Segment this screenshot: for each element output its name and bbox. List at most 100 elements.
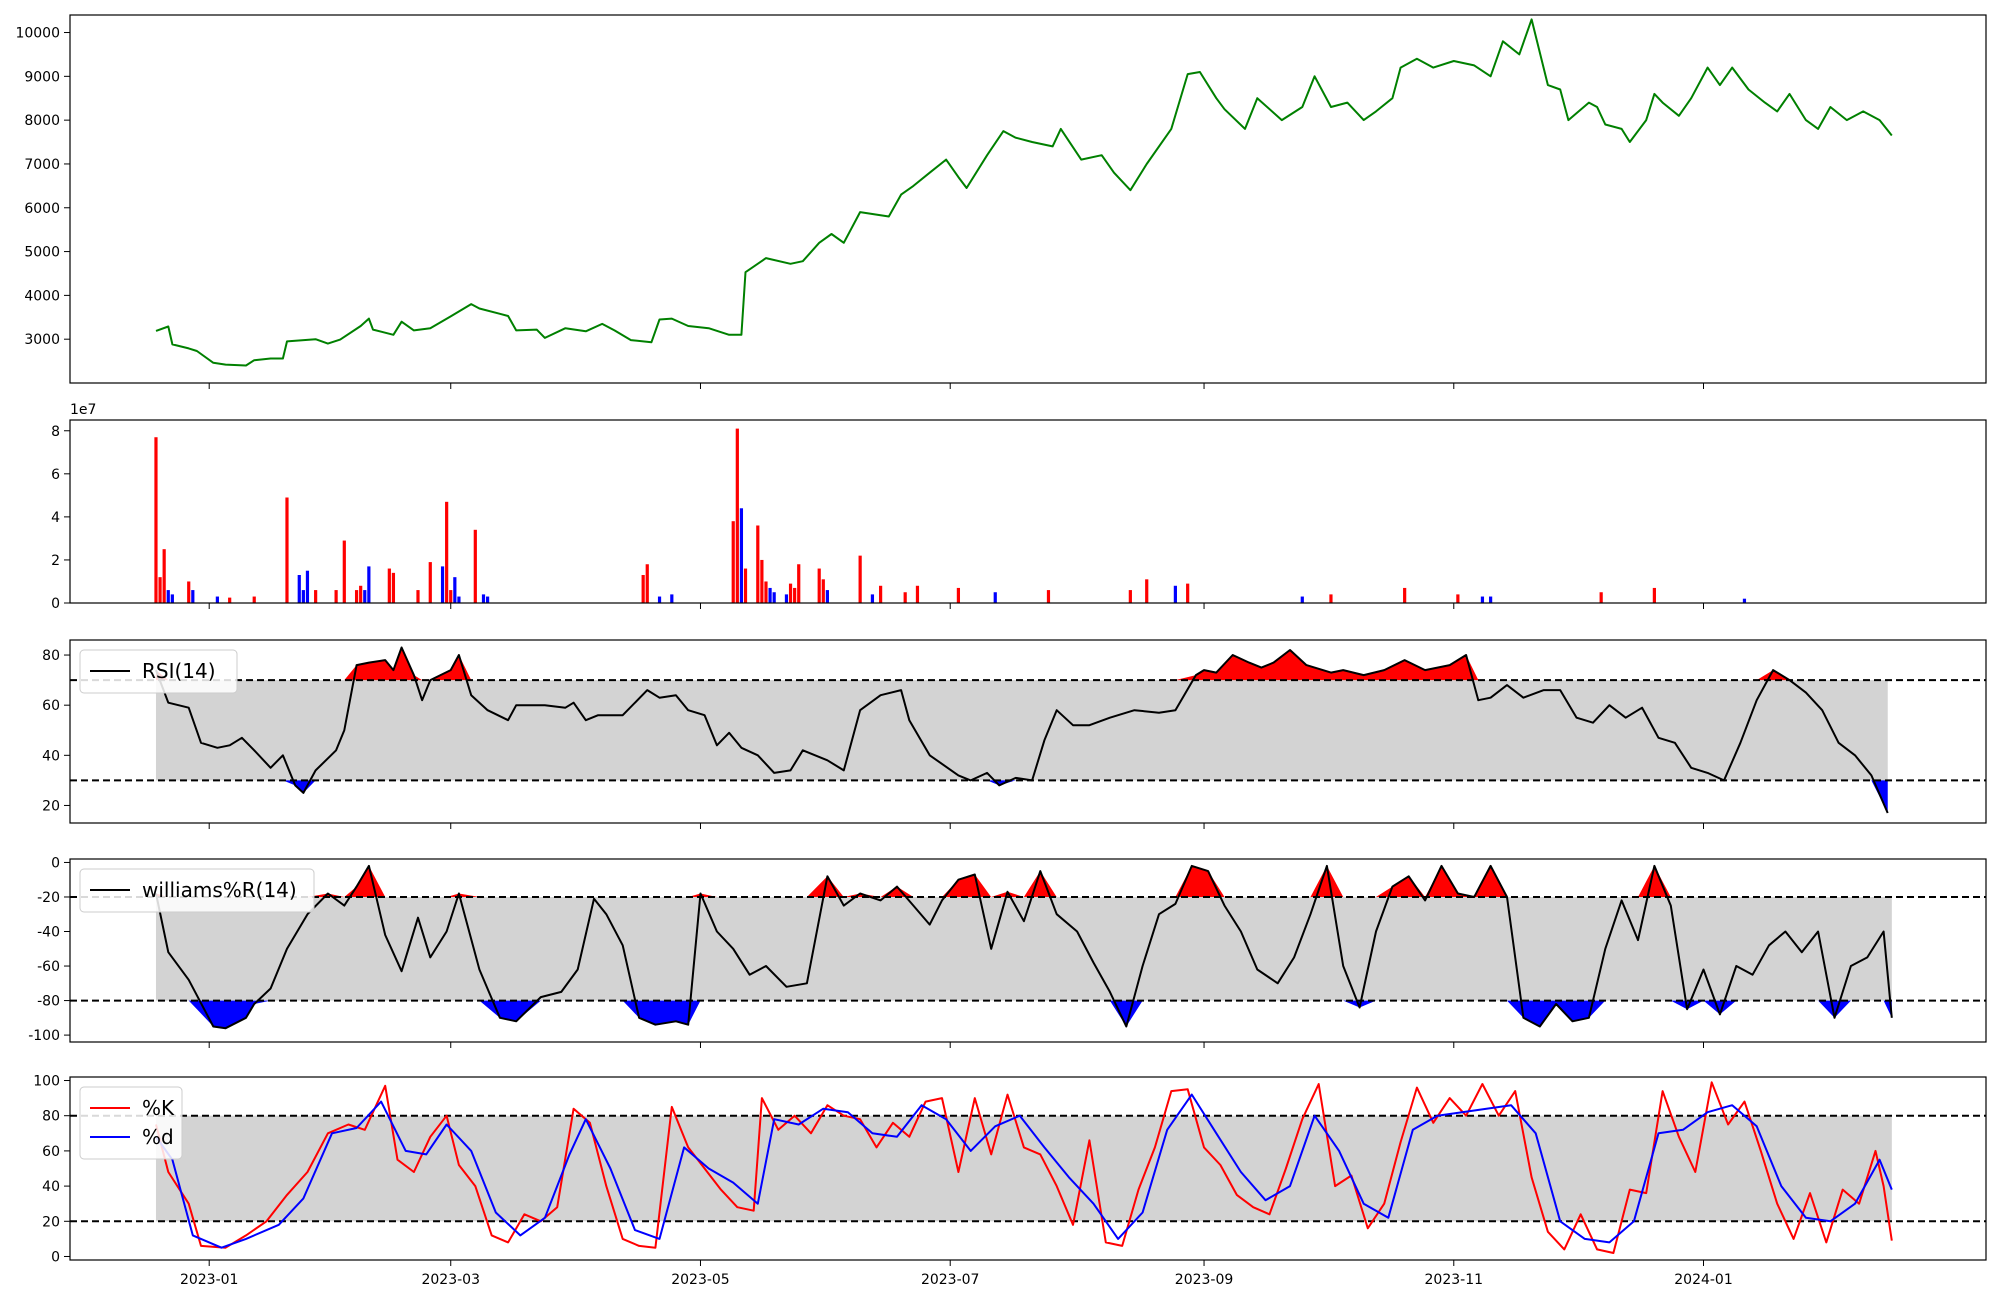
stochastic-line-k — [155, 1081, 1893, 1254]
volume-bar — [1046, 590, 1051, 603]
volume-bar — [440, 566, 445, 603]
volume-bar — [657, 596, 662, 603]
xtick-label: 2023-11 — [1425, 1272, 1484, 1288]
xtick-label: 2023-05 — [671, 1272, 730, 1288]
price-panel: 3000 4000 5000 6000 7000 8000 9000 10000 — [15, 14, 1987, 389]
rsi-ytick-label: 80 — [42, 648, 60, 664]
stochastic-axes-frame — [69, 1076, 1987, 1261]
volume-bar — [1403, 587, 1407, 603]
volume-bar — [764, 581, 768, 603]
volume-ytick-label: 6 — [51, 467, 60, 483]
stochastic-line-d — [155, 1093, 1893, 1249]
volume-ytick-label: 8 — [51, 424, 60, 440]
volume-offset-label: 1e7 — [70, 402, 96, 418]
volume-bar — [645, 564, 649, 603]
stochastic-ytick-label: 60 — [42, 1144, 60, 1160]
rsi-band — [155, 680, 1888, 781]
volume-bar — [363, 590, 367, 603]
volume-bar — [735, 428, 739, 603]
price-ytick-label: 10000 — [15, 26, 60, 42]
volume-bar — [485, 596, 490, 603]
volume-bar — [158, 577, 162, 603]
williams-ytick-label: -20 — [37, 890, 60, 906]
volume-bar — [162, 549, 166, 603]
volume-bar — [793, 587, 797, 603]
volume-bar — [166, 590, 170, 603]
volume-bar — [743, 568, 748, 603]
volume-bar — [354, 590, 359, 603]
volume-axes-frame — [69, 419, 1987, 604]
volume-panel: 0 2 4 6 8 1e7 — [51, 402, 1987, 612]
volume-bar — [670, 594, 674, 603]
price-axes-frame — [69, 14, 1987, 384]
volume-bar — [481, 594, 486, 603]
volume-bar — [858, 555, 862, 603]
williams-ytick-label: -60 — [37, 959, 60, 975]
volume-bar — [993, 592, 997, 603]
volume-bar — [457, 596, 461, 603]
xtick-label: 2023-09 — [1175, 1272, 1234, 1288]
volume-bar — [739, 508, 744, 603]
williams-legend — [79, 868, 315, 913]
volume-bar — [367, 566, 371, 603]
volume-bar — [453, 577, 457, 603]
stochastic-legend-label: %K — [142, 1096, 175, 1120]
volume-bar — [1173, 585, 1177, 603]
volume-bar — [252, 596, 256, 603]
price-ytick-label: 4000 — [24, 288, 60, 304]
volume-bar — [342, 540, 346, 603]
volume-bar — [1489, 596, 1493, 603]
stochastic-ytick-label: 0 — [51, 1249, 60, 1265]
williams-ytick-label: -100 — [28, 1028, 60, 1044]
volume-bar — [772, 592, 776, 603]
volume-bar — [473, 529, 477, 603]
williams-ytick-label: 0 — [51, 855, 60, 871]
rsi-ytick-label: 40 — [42, 748, 60, 764]
volume-bar — [1300, 596, 1304, 603]
rsi-ytick-label: 60 — [42, 698, 60, 714]
stochastic-ytick-label: 40 — [42, 1179, 60, 1195]
stochastic-legend — [79, 1086, 183, 1160]
volume-bar — [1145, 579, 1149, 603]
price-ytick-label: 6000 — [24, 201, 60, 217]
volume-bar — [1599, 592, 1603, 603]
volume-bar — [334, 590, 338, 603]
volume-bar — [870, 594, 875, 603]
volume-bar — [821, 579, 825, 603]
volume-bar — [760, 559, 764, 603]
williams-ytick-label: -40 — [37, 925, 60, 941]
price-ytick-label: 9000 — [24, 69, 60, 85]
stochastic-panel: 0 20 40 60 80 100 2023-01 2023-03 2023-05 2023-07… — [33, 1074, 1987, 1288]
williams-fill-below — [155, 1000, 1892, 1029]
volume-bar — [228, 597, 232, 603]
volume-bar — [784, 594, 789, 603]
volume-bar — [768, 587, 772, 603]
volume-bar — [285, 497, 289, 603]
volume-bar — [1329, 594, 1333, 603]
volume-ytick-label: 2 — [51, 553, 60, 569]
volume-bar — [391, 572, 396, 603]
williams-band — [155, 896, 1892, 1001]
volume-bar — [956, 587, 961, 603]
price-ytick-label: 3000 — [24, 332, 60, 348]
rsi-legend-label: RSI(14) — [142, 659, 216, 683]
volume-bar — [305, 570, 310, 603]
volume-bar — [170, 594, 174, 603]
volume-bar — [1456, 594, 1460, 603]
williams-panel: -100 -80 -60 -40 -20 0 williams%R(14) — [28, 855, 1987, 1048]
volume-ytick-label: 4 — [51, 510, 60, 526]
stochastic-ytick-label: 20 — [42, 1214, 60, 1230]
stochastic-legend-label: %d — [142, 1125, 174, 1149]
volume-bar — [215, 596, 219, 603]
volume-bar — [756, 525, 760, 603]
volume-bar — [1652, 587, 1656, 603]
williams-axes-frame — [69, 858, 1987, 1043]
volume-bar — [797, 564, 801, 603]
volume-bar — [641, 575, 645, 603]
price-ytick-label: 7000 — [24, 157, 60, 173]
volume-bar — [449, 590, 453, 603]
volume-bar — [445, 501, 449, 603]
